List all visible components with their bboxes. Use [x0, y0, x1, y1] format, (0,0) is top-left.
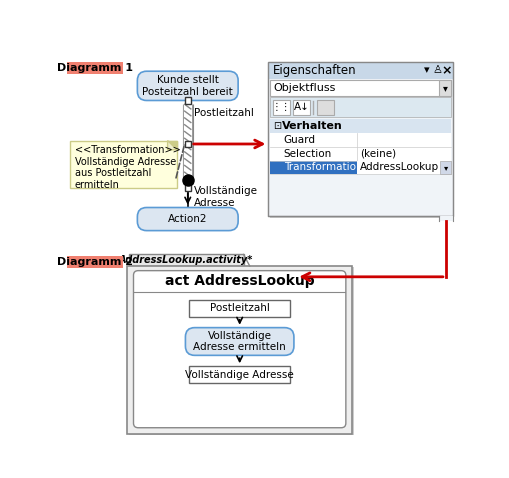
Text: ⋮⋮: ⋮⋮ — [271, 102, 291, 112]
FancyBboxPatch shape — [133, 271, 345, 428]
Text: Vollständige Adresse: Vollständige Adresse — [185, 369, 294, 380]
Bar — [293, 100, 309, 115]
Bar — [70, 141, 177, 188]
Bar — [269, 119, 450, 133]
FancyBboxPatch shape — [137, 207, 238, 230]
Bar — [269, 80, 450, 96]
Bar — [269, 98, 450, 118]
Bar — [356, 161, 450, 174]
Bar — [272, 100, 290, 115]
Text: Selection: Selection — [284, 149, 331, 159]
Text: Postleitzahl: Postleitzahl — [209, 304, 269, 314]
Text: ♙: ♙ — [432, 65, 441, 76]
Text: ▾: ▾ — [442, 83, 446, 93]
Polygon shape — [167, 141, 177, 150]
Bar — [268, 62, 452, 216]
Text: Action2: Action2 — [167, 214, 207, 224]
Bar — [438, 80, 450, 96]
Bar — [189, 300, 290, 317]
Bar — [440, 161, 450, 174]
Bar — [184, 141, 190, 147]
FancyBboxPatch shape — [137, 71, 238, 100]
Text: ×: × — [440, 64, 451, 77]
Text: ▾: ▾ — [423, 65, 429, 76]
Bar — [67, 256, 122, 268]
Bar — [129, 254, 243, 266]
Text: Diagramm 1: Diagramm 1 — [56, 63, 132, 73]
Bar — [269, 161, 450, 174]
Bar — [317, 100, 333, 115]
Bar — [269, 64, 454, 217]
Text: Vollständige
Adresse ermitteln: Vollständige Adresse ermitteln — [193, 331, 286, 352]
Text: ⊡: ⊡ — [272, 121, 280, 131]
Bar — [67, 62, 122, 74]
Text: Eigenschaften: Eigenschaften — [272, 64, 356, 77]
Text: Transformation: Transformation — [284, 163, 362, 173]
Text: <<Transformation>>
Vollständige Adresse
aus Postleitzahl
ermitteln: <<Transformation>> Vollständige Adresse … — [74, 145, 180, 190]
Text: (keine): (keine) — [359, 149, 395, 159]
Bar — [184, 98, 190, 104]
Bar — [129, 267, 353, 435]
Text: Postleitzahl: Postleitzahl — [193, 108, 253, 118]
Text: Guard: Guard — [284, 135, 315, 145]
Bar — [127, 266, 351, 434]
Bar — [189, 366, 290, 383]
Text: Diagramm 2: Diagramm 2 — [56, 257, 132, 267]
Text: A↓: A↓ — [293, 102, 309, 112]
Text: AddressLookup: AddressLookup — [359, 163, 438, 173]
Bar — [438, 216, 452, 221]
Text: AddressLookup.activity*: AddressLookup.activity* — [119, 255, 253, 265]
Text: Vollständige
Adresse: Vollständige Adresse — [193, 186, 258, 207]
Bar — [269, 133, 450, 147]
Bar — [184, 185, 190, 191]
Text: ▾: ▾ — [443, 163, 447, 172]
Polygon shape — [167, 141, 177, 150]
Bar — [269, 147, 450, 161]
Text: Objektfluss: Objektfluss — [273, 83, 335, 93]
Text: Kunde stellt
Posteitzahl bereit: Kunde stellt Posteitzahl bereit — [142, 75, 233, 97]
Bar — [268, 62, 452, 79]
Text: Verhalten: Verhalten — [282, 121, 343, 131]
Bar — [268, 62, 452, 216]
FancyBboxPatch shape — [185, 327, 293, 355]
Text: act AddressLookup: act AddressLookup — [164, 274, 314, 288]
